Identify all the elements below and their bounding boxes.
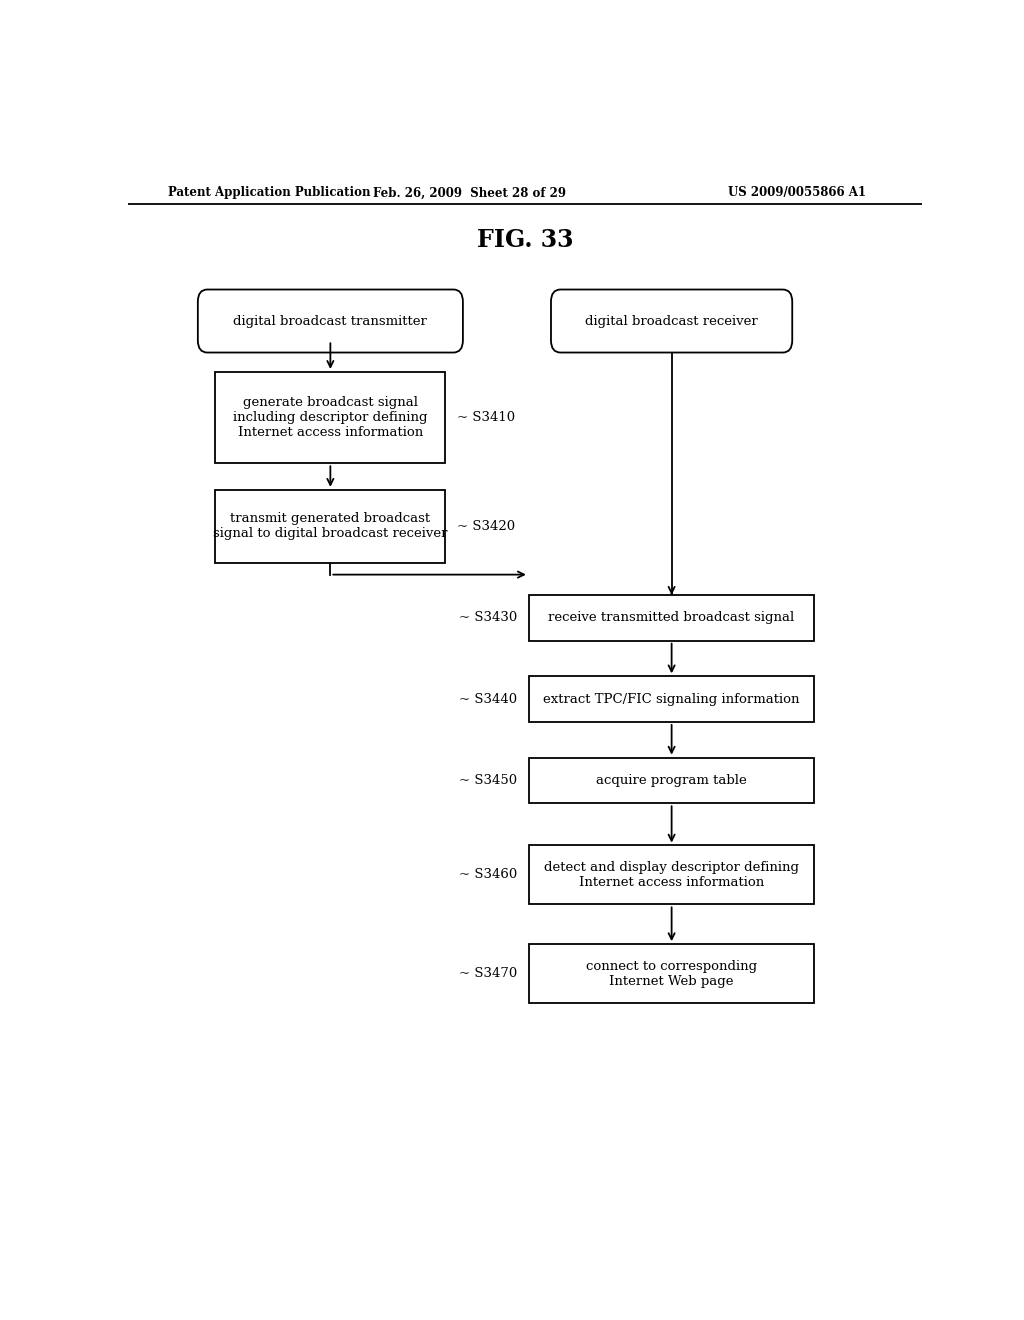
Text: ~ S3410: ~ S3410 bbox=[458, 411, 515, 424]
Text: FIG. 33: FIG. 33 bbox=[476, 228, 573, 252]
Bar bbox=[528, 595, 814, 640]
Text: US 2009/0055866 A1: US 2009/0055866 A1 bbox=[728, 186, 866, 199]
Text: digital broadcast receiver: digital broadcast receiver bbox=[586, 314, 758, 327]
Bar bbox=[528, 944, 814, 1003]
Bar bbox=[215, 490, 445, 562]
Text: ~ S3420: ~ S3420 bbox=[458, 520, 515, 533]
Text: ~ S3430: ~ S3430 bbox=[459, 611, 517, 624]
Text: ~ S3460: ~ S3460 bbox=[459, 869, 517, 882]
Text: receive transmitted broadcast signal: receive transmitted broadcast signal bbox=[549, 611, 795, 624]
Bar bbox=[215, 372, 445, 463]
FancyBboxPatch shape bbox=[198, 289, 463, 352]
Text: acquire program table: acquire program table bbox=[596, 774, 746, 787]
Bar bbox=[528, 758, 814, 804]
Text: extract TPC/FIC signaling information: extract TPC/FIC signaling information bbox=[544, 693, 800, 706]
Text: transmit generated broadcast
signal to digital broadcast receiver: transmit generated broadcast signal to d… bbox=[213, 512, 447, 540]
Text: Patent Application Publication: Patent Application Publication bbox=[168, 186, 371, 199]
Text: digital broadcast transmitter: digital broadcast transmitter bbox=[233, 314, 427, 327]
Bar bbox=[528, 676, 814, 722]
Text: ~ S3450: ~ S3450 bbox=[459, 774, 517, 787]
FancyBboxPatch shape bbox=[551, 289, 793, 352]
Text: ~ S3440: ~ S3440 bbox=[459, 693, 517, 706]
Text: generate broadcast signal
including descriptor defining
Internet access informat: generate broadcast signal including desc… bbox=[233, 396, 428, 440]
Text: connect to corresponding
Internet Web page: connect to corresponding Internet Web pa… bbox=[586, 960, 757, 987]
Text: ~ S3470: ~ S3470 bbox=[459, 968, 517, 979]
Bar bbox=[528, 846, 814, 904]
Text: detect and display descriptor defining
Internet access information: detect and display descriptor defining I… bbox=[544, 861, 799, 888]
Text: Feb. 26, 2009  Sheet 28 of 29: Feb. 26, 2009 Sheet 28 of 29 bbox=[373, 186, 565, 199]
